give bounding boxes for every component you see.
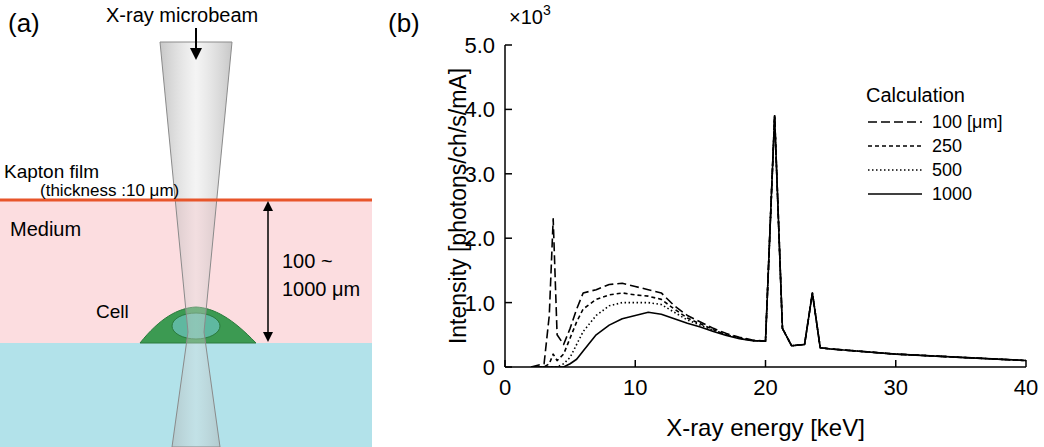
x-tick-label: 20 bbox=[753, 375, 777, 400]
legend-label: 1000 bbox=[932, 184, 972, 204]
x-tick-label: 40 bbox=[1014, 375, 1038, 400]
arrow-head bbox=[190, 48, 202, 60]
y-tick bbox=[505, 366, 512, 368]
cell-label: Cell bbox=[96, 301, 129, 322]
x-tick bbox=[895, 360, 897, 367]
y-axis-title: Intensity [photons/ch/s/mA] bbox=[445, 68, 471, 344]
depth-line bbox=[267, 206, 269, 337]
panel-label: (b) bbox=[388, 8, 420, 38]
y-tick bbox=[505, 302, 512, 304]
y-tick bbox=[505, 237, 512, 239]
legend: Calculation 100 [μm] 250 500 1000 bbox=[866, 84, 1002, 204]
panel-b: (b)01.02.03.04.05.0010203040×103X-ray en… bbox=[388, 2, 1038, 441]
x-tick bbox=[504, 360, 506, 367]
legend-line bbox=[868, 193, 922, 195]
x-tick bbox=[765, 360, 767, 367]
legend-label: 500 bbox=[932, 160, 962, 180]
y-tick-label: 5.0 bbox=[464, 33, 495, 58]
beam bbox=[160, 42, 232, 447]
series-line bbox=[531, 116, 1026, 367]
legend-title: Calculation bbox=[866, 84, 965, 106]
x-tick-label: 0 bbox=[499, 375, 511, 400]
depth-arrow-bottom bbox=[263, 332, 273, 342]
y-tick-label: 0 bbox=[483, 355, 495, 380]
x-axis-title: X-ray energy [keV] bbox=[666, 414, 865, 441]
y-scale-note-exponent: 3 bbox=[543, 2, 551, 18]
depth-label: 100 ~ bbox=[282, 250, 333, 272]
series-line bbox=[531, 116, 1026, 367]
series-line bbox=[531, 116, 1026, 367]
legend-line bbox=[868, 121, 922, 123]
film-label: Kapton film bbox=[4, 161, 99, 182]
medium-label: Medium bbox=[10, 218, 81, 240]
y-scale-note-text: ×10 bbox=[509, 6, 543, 28]
panel-label: (a) bbox=[8, 8, 40, 38]
figure: (a) X-ray microbeam Kapton film(thickness … bbox=[0, 0, 1044, 447]
depth-label: 1000 μm bbox=[282, 278, 360, 300]
depth-arrow-top bbox=[263, 201, 273, 211]
beam-label: X-ray microbeam bbox=[106, 4, 258, 26]
plot-lines bbox=[531, 116, 1026, 367]
film-thickness: (thickness :10 μm) bbox=[40, 181, 179, 200]
panel-a: (a) X-ray microbeam Kapton film(thickness … bbox=[0, 4, 372, 447]
legend-label: 250 bbox=[932, 136, 962, 156]
y-tick bbox=[505, 44, 512, 46]
x-tick bbox=[635, 360, 637, 367]
legend-line bbox=[868, 145, 922, 147]
x-tick-label: 10 bbox=[623, 375, 647, 400]
y-axis bbox=[504, 45, 506, 367]
y-tick bbox=[505, 173, 512, 175]
x-tick-label: 30 bbox=[884, 375, 908, 400]
series-line bbox=[531, 116, 1026, 367]
legend-label: 100 [μm] bbox=[932, 112, 1002, 132]
y-scale-note: ×103 bbox=[509, 2, 551, 28]
y-tick bbox=[505, 109, 512, 111]
legend-line bbox=[868, 169, 922, 171]
